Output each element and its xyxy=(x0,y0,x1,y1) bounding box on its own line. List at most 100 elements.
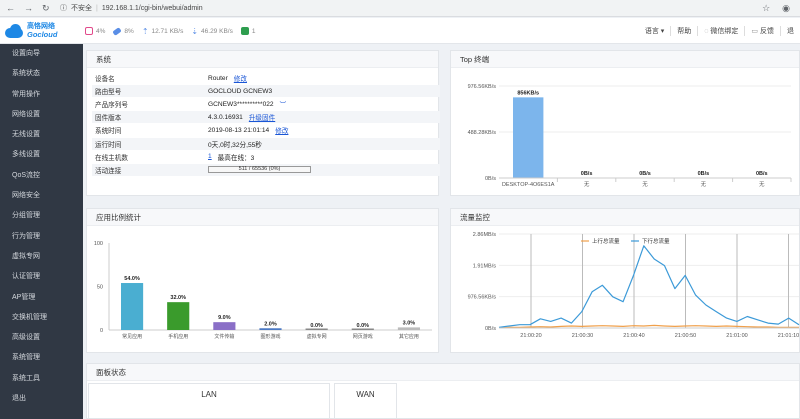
sidebar-item[interactable]: 分组管理 xyxy=(12,212,40,220)
x-tick-label: 网页游戏 xyxy=(353,333,373,340)
back-icon[interactable]: ← xyxy=(6,2,15,13)
y-tick-label: 0B/s xyxy=(485,326,496,332)
top-nav: 语言 ▾ 帮助 ◌ 微信绑定 ▭ 反馈 退 xyxy=(639,18,800,44)
system-row-key: 固件版本 xyxy=(95,115,122,123)
data-label: 0B/s xyxy=(581,171,593,177)
sidebar-item[interactable]: 无线设置 xyxy=(12,131,40,139)
sidebar-item[interactable]: 高级设置 xyxy=(12,334,40,342)
data-label: 0.0% xyxy=(310,323,323,329)
logo-en: Gocloud xyxy=(27,30,58,39)
data-label: 2.0% xyxy=(264,321,277,327)
system-row: 运行时间 0天,0时,32分,55秒 xyxy=(92,137,440,150)
security-label: 不安全 xyxy=(71,5,92,12)
system-row: 固件版本 4.3.0.16931 升级固件 xyxy=(92,111,440,124)
address-bar[interactable]: ⓘ 不安全 | 192.168.1.1/cgi-bin/webui/admin xyxy=(60,4,203,13)
traffic-panel: 流量监控 2.86MB/s 1.91MB/s 976.56KB/s 0B/s 21:00… xyxy=(450,208,800,353)
connection-usage-bar: 511 / 65536 (0%) xyxy=(208,166,311,174)
y-tick-label: 2.86MB/s xyxy=(473,232,496,238)
logo[interactable]: 高恪网络 Gocloud xyxy=(0,18,83,44)
sidebar-item[interactable]: 虚拟专网 xyxy=(12,252,40,260)
system-row-key: 产品序列号 xyxy=(95,102,128,110)
sidebar-item[interactable]: 系统状态 xyxy=(12,70,40,78)
feedback-label: 反馈 xyxy=(760,28,774,35)
system-row-link[interactable]: 升级固件 xyxy=(248,115,276,123)
help-link[interactable]: 帮助 xyxy=(670,26,697,36)
y-tick-label: 488.28KB/s xyxy=(468,130,497,136)
system-row-key: 设备名 xyxy=(95,76,115,84)
sidebar-item[interactable]: 行为管理 xyxy=(12,232,40,240)
browser-toolbar: ← → ↻ ⓘ 不安全 | 192.168.1.1/cgi-bin/webui/… xyxy=(0,0,800,17)
reload-icon[interactable]: ↻ xyxy=(42,2,50,13)
y-tick-label: 1.91MB/s xyxy=(473,263,496,269)
system-row-link[interactable]: 修改 xyxy=(275,128,289,136)
bar xyxy=(513,97,544,178)
bookmark-star-icon[interactable]: ☆ xyxy=(762,2,771,13)
language-menu[interactable]: 语言 ▾ xyxy=(644,28,665,35)
status-stats: 4% 8% ⇡ 12.71 KB/s ⇣ 46.29 KB/s 1 xyxy=(85,18,255,44)
logo-cn: 高恪网络 xyxy=(27,23,55,30)
monitor-icon xyxy=(240,27,249,35)
y-tick-label: 0 xyxy=(100,328,103,334)
info-icon[interactable]: ⓘ xyxy=(60,5,67,12)
traffic-chart: 2.86MB/s 1.91MB/s 976.56KB/s 0B/s 21:00:20 21… xyxy=(468,232,800,339)
system-row-value: GCNEW3**********022 xyxy=(208,100,274,108)
panel-title: 流量监控 xyxy=(451,209,799,226)
x-tick-label: 无 xyxy=(642,181,648,188)
system-row: 系统时间 2019-08-13 21:01:14 修改 xyxy=(92,124,440,136)
mem-value: 8% xyxy=(124,27,134,35)
wan-label: WAN xyxy=(356,390,375,399)
system-panel: 系统 设备名 Router 修改 路由型号 GOCLOUD GCNEW3 产品序列号 GCN… xyxy=(86,50,440,196)
x-tick-label: 21:00:40 xyxy=(623,333,644,339)
y-tick-label: 976.56KB/s xyxy=(468,84,497,90)
app-stats-panel: 应用比例统计 100 50 0 54.0% 常见应用 32.0% 手机应用 9.0% 文件传输 2… xyxy=(86,208,439,353)
y-tick-label: 976.56KB/s xyxy=(468,295,497,301)
x-tick-label: 虚拟专网 xyxy=(307,333,327,340)
wechat-bind-link[interactable]: ◌ 微信绑定 xyxy=(697,26,744,36)
sidebar-item[interactable]: AP管理 xyxy=(12,293,36,301)
wechat-icon: ◌ xyxy=(704,28,709,35)
url-text[interactable]: 192.168.1.1/cgi-bin/webui/admin xyxy=(101,4,203,12)
sidebar-item[interactable]: QoS流控 xyxy=(12,171,41,179)
x-tick-label: 21:01:10 xyxy=(778,333,799,339)
cpu-icon xyxy=(85,27,93,35)
bar xyxy=(213,322,236,330)
x-tick-label: 21:01:00 xyxy=(726,333,747,339)
sidebar-item[interactable]: 常用操作 xyxy=(12,90,40,98)
down-value: 46.29 KB/s xyxy=(201,27,233,35)
sidebar-item[interactable]: 系统工具 xyxy=(12,374,40,382)
x-tick-label: 文件传输 xyxy=(214,333,234,340)
sidebar-item[interactable]: 退出 xyxy=(12,395,26,403)
lan-section: LAN xyxy=(88,383,330,419)
max-online-value: 最高在线：3 xyxy=(217,154,255,162)
system-row-link[interactable]: 修改 xyxy=(233,76,247,84)
panel-title: 应用比例统计 xyxy=(87,209,438,226)
y-tick-label: 100 xyxy=(94,241,103,247)
sidebar-item[interactable]: 设置向导 xyxy=(12,50,40,57)
system-row-value: Router xyxy=(208,74,228,82)
sidebar-item[interactable]: 系统管理 xyxy=(12,354,40,362)
exit-link[interactable]: 退 xyxy=(780,26,800,36)
x-tick-label: 21:00:50 xyxy=(675,333,696,339)
upload-icon: ⇡ xyxy=(141,26,149,36)
system-row-value[interactable]: 1 xyxy=(208,153,212,161)
sidebar-item[interactable]: 网络安全 xyxy=(12,192,40,200)
y-tick-label: 0B/s xyxy=(485,176,496,182)
system-row-value: GOCLOUD GCNEW3 xyxy=(208,87,273,95)
x-tick-label: 其它应用 xyxy=(399,333,419,340)
memory-icon xyxy=(112,26,123,36)
sidebar-item[interactable]: 认证管理 xyxy=(12,273,40,281)
system-row-key: 路由型号 xyxy=(95,89,122,97)
system-row-key: 在线主机数 xyxy=(95,154,128,162)
system-row-key: 系统时间 xyxy=(95,128,122,136)
sidebar-item[interactable]: 多线设置 xyxy=(12,151,40,159)
system-row-key: 运行时间 xyxy=(95,141,122,149)
feedback-link[interactable]: ▭ 反馈 xyxy=(744,26,780,36)
data-label: 0B/s xyxy=(698,171,710,177)
forward-icon[interactable]: → xyxy=(24,2,33,13)
sidebar-item[interactable]: 交换机管理 xyxy=(12,313,47,321)
serial-toggle-icon[interactable]: ︶ xyxy=(279,102,287,110)
profile-icon[interactable]: ◉ xyxy=(782,2,790,13)
bar xyxy=(167,302,190,330)
sidebar: 设置向导系统状态常用操作网络设置无线设置多线设置 QoS流控网络安全分组管理行为管… xyxy=(0,44,83,419)
sidebar-item[interactable]: 网络设置 xyxy=(12,110,40,118)
